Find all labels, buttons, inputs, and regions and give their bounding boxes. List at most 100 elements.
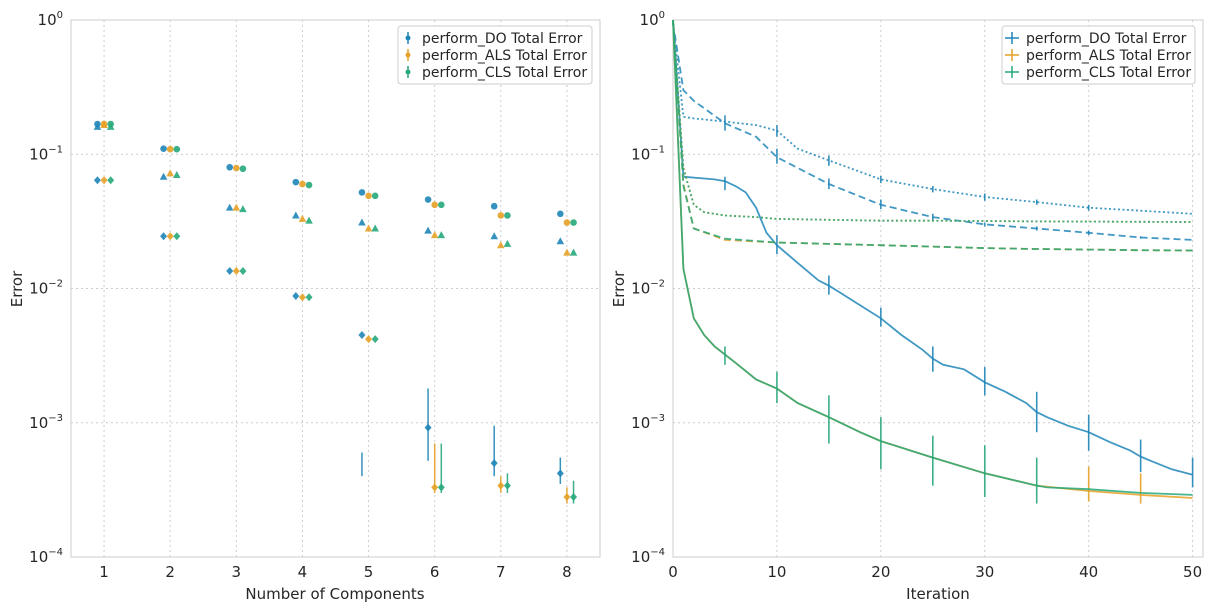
circle-point	[233, 164, 240, 172]
diamond-point	[232, 267, 240, 276]
diamond-point	[298, 293, 306, 302]
diamond-point	[490, 459, 498, 468]
y-tick-label: 10−3	[631, 413, 665, 432]
triangle-point	[358, 218, 366, 226]
right-data-marks	[672, 19, 1194, 504]
triangle-point	[292, 211, 300, 219]
legend-box	[397, 25, 593, 85]
x-tick-label: 7	[496, 563, 506, 581]
diamond-point	[424, 423, 432, 432]
diamond-point	[503, 481, 511, 490]
x-tick-label: 8	[562, 563, 572, 581]
x-tick-label: 4	[298, 563, 308, 581]
diamond-point	[160, 232, 168, 241]
diamond-point	[563, 492, 571, 501]
y-tick-label: 100	[640, 10, 665, 29]
x-tick-label: 40	[1079, 563, 1098, 581]
legend-marker	[405, 52, 411, 58]
circle-point	[226, 163, 233, 171]
x-tick-label: 3	[232, 563, 242, 581]
series-line	[672, 19, 1193, 223]
x-tick-label: 30	[975, 563, 994, 581]
circle-point	[438, 201, 445, 209]
y-tick-base: 10	[29, 548, 48, 566]
y-tick-base: 10	[29, 414, 48, 432]
diamond-point	[93, 176, 101, 185]
circle-point	[305, 181, 313, 189]
circle-point	[239, 165, 247, 173]
y-tick-base: 10	[631, 414, 650, 432]
y-tick-label: 100	[38, 10, 63, 29]
diamond-point	[100, 176, 108, 185]
y-tick-exponent: 0	[659, 10, 665, 21]
x-tick-label: 20	[871, 563, 890, 581]
triangle-point	[100, 121, 108, 129]
triangle-point	[490, 232, 498, 240]
circle-point	[299, 180, 306, 188]
triangle-point	[166, 169, 174, 177]
diamond-point	[358, 331, 366, 340]
triangle-point	[159, 172, 168, 180]
diamond-point	[239, 267, 247, 276]
right-y-axis-label: Error	[610, 270, 628, 307]
y-tick-label: 10−3	[29, 413, 63, 432]
x-tick-label: 2	[165, 563, 175, 581]
legend-label: perform_ALS Total Error	[1026, 48, 1191, 64]
y-tick-label: 10−4	[29, 547, 63, 566]
y-tick-base: 10	[38, 11, 57, 29]
legend-box	[1001, 25, 1196, 85]
diamond-point	[371, 335, 379, 344]
circle-point	[563, 219, 571, 226]
circle-point	[490, 202, 498, 210]
y-tick-exponent: −3	[48, 413, 63, 424]
y-tick-exponent: −4	[650, 547, 665, 558]
y-tick-base: 10	[29, 145, 48, 163]
circle-point	[160, 145, 167, 152]
diamond-point	[497, 481, 505, 490]
diamond-point	[166, 232, 174, 241]
diamond-point	[365, 335, 373, 344]
y-tick-label: 10−2	[29, 279, 63, 298]
y-tick-exponent: −1	[48, 144, 63, 155]
diamond-point	[305, 293, 313, 302]
y-tick-label: 10−1	[29, 144, 63, 163]
diamond-point	[226, 267, 234, 276]
x-tick-label: 5	[364, 563, 374, 581]
circle-point	[292, 178, 300, 186]
y-tick-base: 10	[631, 548, 650, 566]
y-tick-base: 10	[29, 280, 48, 298]
legend-label: perform_ALS Total Error	[422, 48, 587, 64]
y-tick-base: 10	[631, 145, 650, 163]
x-tick-label: 6	[430, 563, 440, 581]
triangle-point	[430, 231, 439, 239]
legend-label: perform_CLS Total Error	[1026, 65, 1191, 81]
diamond-point	[437, 483, 445, 492]
circle-point	[166, 145, 174, 153]
y-tick-exponent: −1	[650, 144, 665, 155]
triangle-point	[298, 214, 307, 222]
left-data-marks	[93, 120, 578, 504]
circle-point	[365, 192, 372, 200]
triangle-point	[305, 216, 313, 224]
triangle-point	[563, 248, 571, 256]
series-line	[672, 19, 1193, 476]
diamond-point	[292, 291, 300, 300]
x-tick-label: 1	[99, 563, 109, 581]
y-tick-label: 10−2	[631, 279, 665, 298]
diamond-point	[173, 232, 181, 241]
legend-marker	[405, 35, 411, 41]
y-tick-exponent: 0	[57, 10, 63, 21]
right-grid	[673, 20, 1203, 557]
circle-point	[371, 192, 379, 200]
diamond-point	[107, 176, 115, 185]
x-tick-label: 10	[767, 563, 786, 581]
diamond-point	[431, 483, 439, 492]
legend-label: perform_CLS Total Error	[422, 65, 587, 81]
diamond-point	[570, 492, 578, 501]
legend-label: perform_DO Total Error	[422, 31, 583, 47]
